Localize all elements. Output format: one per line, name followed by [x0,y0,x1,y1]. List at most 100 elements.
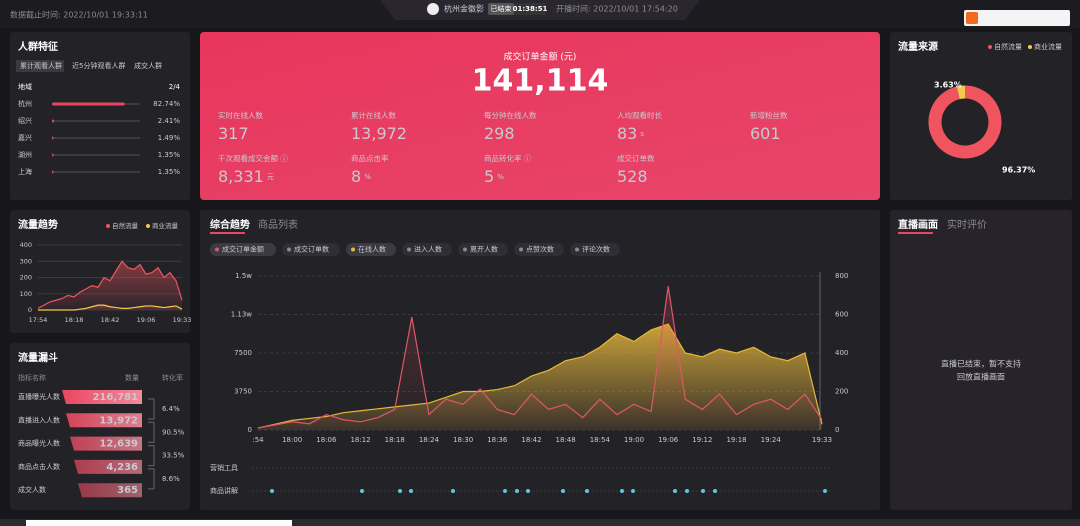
value-label: 1.49% [158,134,181,142]
metric-value: 13,972 [351,124,407,143]
y-tick-label: 0 [248,426,252,434]
line [257,323,823,429]
y2-tick-label: 0 [835,426,839,434]
metric-number: 83 [617,124,637,143]
rate: 8.6% [162,475,180,483]
metric-label: 人均观看时长 [617,110,662,120]
x-tick-label: 19:24 [761,436,782,444]
column-header: 数量 [125,373,139,382]
legend-chip[interactable] [282,243,340,256]
region-name: 杭州 [18,99,32,108]
region-name: 嘉兴 [18,133,32,142]
metric-value: 317 [218,124,249,143]
x-tick-label: 18:48 [556,436,576,444]
track-label: 商品讲解 [210,486,238,495]
stage-bar [74,459,142,474]
stage-bar [66,413,142,428]
tab[interactable]: 成交人群 [134,61,162,70]
metric-value: 528 [617,167,648,186]
bar-track [52,171,140,173]
stage-name: 直播曝光人数 [18,392,60,401]
legend-label: 自然流量 [994,42,1022,51]
stage-value: 216,781 [92,392,138,403]
x-tick-label: 18:00 [282,436,302,444]
x-tick-label: 18:06 [316,436,337,444]
live-message: 直播已结束，暂不支持 [941,359,1021,369]
metric-value: 5% [484,167,504,186]
tab-active[interactable]: 直播画面 [898,218,938,231]
legend-dot [106,224,110,228]
column-header: 转化率 [162,373,183,382]
toolbar[interactable] [964,10,1070,26]
x-tick-label: 19:06 [658,436,679,444]
x-tick-label: 19:33 [173,316,192,324]
start-time: 开播时间: 2022/10/01 17:54:20 [556,4,678,14]
bracket [148,421,155,443]
legend-dot [463,247,467,252]
metric-number: 601 [750,124,781,143]
value-label: 2.41% [158,117,181,125]
panel-title: 流量来源 [898,40,938,53]
legend-chip[interactable] [346,243,396,256]
legend-label: 进入人数 [414,245,442,254]
legend-chip[interactable] [514,243,564,256]
scrollbar[interactable] [0,519,1080,526]
scroll-thumb[interactable] [26,520,292,526]
legend-dot [519,247,523,252]
metric-label: 商品点击率 [351,153,389,163]
value-label: 1.35% [158,168,181,176]
stage-value: 13,972 [99,415,138,426]
panel-title: 流量漏斗 [18,351,58,364]
panel [890,32,1072,200]
legend-chip[interactable] [570,243,620,256]
y-tick-label: 7500 [234,349,252,357]
legend-label: 评论次数 [582,245,610,254]
tab[interactable]: 实时评价 [947,218,987,231]
area [258,286,822,430]
legend-chip[interactable] [458,243,508,256]
bar [52,136,54,140]
y2-tick-label: 600 [835,311,848,319]
x-tick-label: 18:18 [385,436,405,444]
metric-number: 5 [484,167,494,186]
metric-unit: % [364,173,371,181]
bar [52,119,55,123]
bar [52,153,54,157]
stage-name: 商品曝光人数 [18,439,60,448]
column-header: 指标名称 [18,373,46,382]
legend-chip[interactable] [402,243,452,256]
metric-label: 成交订单数 [617,153,655,163]
y-tick-label: 0 [28,306,32,314]
metric-number: 298 [484,124,515,143]
legend-dot [351,247,355,252]
stage-bar [78,483,142,498]
y-tick-label: 300 [20,257,32,265]
stage-name: 直播进入人数 [18,415,60,424]
value-label: 1.35% [158,151,181,159]
legend-dot [988,45,992,49]
legend-dot [1028,45,1032,49]
legend-chip[interactable] [210,243,276,256]
legend-label: 成交订单数 [294,245,329,254]
pager[interactable]: 2/4 [169,83,181,91]
metric-label: 实时在线人数 [218,110,263,120]
region-name: 湖州 [18,150,32,159]
panel [890,210,1072,510]
y-tick-label: 3750 [234,388,252,396]
x-tick-label: 18:54 [590,436,611,444]
panel-title: 人群特征 [18,40,58,53]
legend-label: 商业流量 [1034,42,1062,51]
region-name: 绍兴 [18,116,32,125]
metric-value: 8% [351,167,371,186]
tab[interactable]: 近5分钟观看人群 [72,61,125,70]
tab-active[interactable]: 综合趋势 [210,218,250,231]
kpi-panel [200,32,880,200]
metric-value: 601 [750,124,781,143]
tab[interactable]: 商品列表 [258,218,298,231]
metric-unit: s [640,130,644,138]
metric-label: 千次观看成交金额 ⓘ [218,153,288,163]
toolbar-icon[interactable] [966,12,978,24]
tab[interactable]: 累计观看人群 [20,61,62,70]
